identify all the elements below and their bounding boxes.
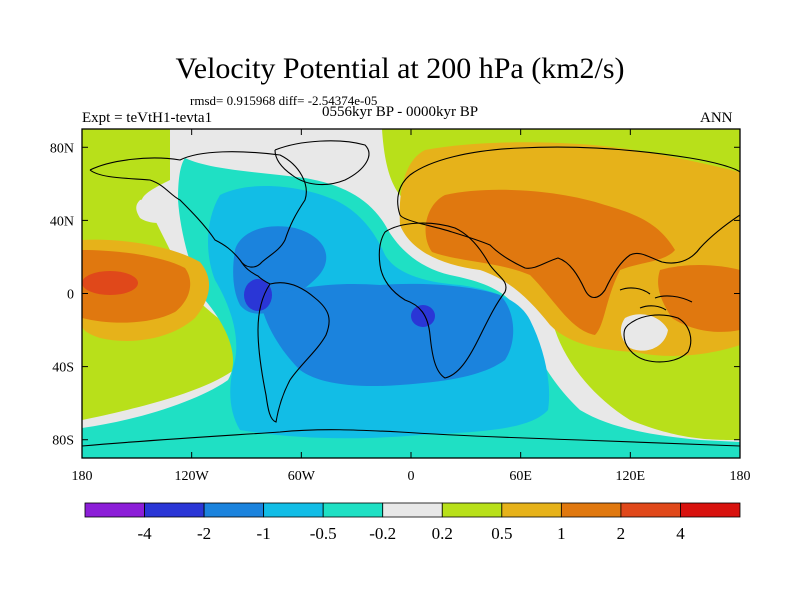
colorbar-swatch: [501, 502, 562, 518]
x-tick-label: 120E: [616, 469, 646, 484]
y-axis: 80N 40N 0 40S 80S: [50, 141, 740, 449]
period-label: 0556kyr BP - 0000kyr BP: [322, 104, 479, 120]
colorbar-swatch: [560, 502, 622, 518]
coast-eurasia: [397, 146, 740, 299]
x-axis: 180 120W 60W 0 60E 120E 180: [72, 129, 751, 484]
colorbar: -4 -2 -1 -0.5 -0.2 0.2 0.5 1 2 4: [84, 502, 741, 543]
colorbar-swatch: [680, 502, 741, 518]
coastlines: [82, 140, 740, 447]
field-level-neg-2-amazon: [244, 279, 272, 311]
stats-text: rmsd= 0.915968 diff= -2.54374e-05: [190, 93, 378, 108]
coast-north-america: [89, 151, 307, 268]
x-tick-label: 60W: [288, 469, 316, 484]
experiment-label: Expt = teVtH1-tevta1: [82, 110, 213, 126]
y-tick-label: 80S: [52, 434, 74, 449]
colorbar-label: 2: [617, 524, 626, 543]
x-tick-label: 60E: [509, 469, 532, 484]
colorbar-label: -2: [197, 524, 211, 543]
field-level-neg-2-guinea: [411, 305, 435, 327]
colorbar-swatch: [144, 502, 205, 518]
field-near-zero-australia: [620, 314, 668, 351]
x-tick-label: 180: [730, 469, 751, 484]
x-tick-label: 120W: [175, 469, 210, 484]
field-level-pos-1-eurasia: [425, 189, 675, 335]
colorbar-label: 1: [557, 524, 566, 543]
chart-title: Velocity Potential at 200 hPa (km2/s): [175, 52, 625, 85]
colorbar-label: -4: [137, 524, 152, 543]
colorbar-swatch: [322, 502, 384, 518]
coast-australia: [623, 314, 692, 363]
colorbar-label: 4: [676, 524, 685, 543]
y-tick-label: 0: [67, 288, 74, 303]
colorbar-label: 0.2: [432, 524, 453, 543]
coast-greenland: [274, 140, 370, 186]
field-level-pos-2-pacific: [82, 271, 138, 295]
coast-central-america: [239, 259, 271, 285]
colorbar-label: -1: [257, 524, 271, 543]
colorbar-swatch: [620, 502, 681, 518]
season-label: ANN: [700, 110, 733, 126]
field-level-neg-1-atlantic: [260, 283, 514, 387]
x-tick-label: 0: [408, 469, 415, 484]
coast-south-america: [257, 282, 330, 423]
field-level-pos-1-wpacific: [658, 265, 740, 332]
colorbar-swatch: [84, 502, 145, 518]
coast-africa: [378, 222, 507, 379]
colorbar-swatch: [382, 502, 443, 518]
y-tick-label: 40S: [52, 361, 74, 376]
y-tick-label: 80N: [50, 141, 74, 156]
contour-field: [82, 129, 740, 458]
colorbar-label: 0.5: [491, 524, 512, 543]
colorbar-label: -0.5: [310, 524, 337, 543]
coast-antarctica: [82, 429, 740, 447]
coast-maritime-continent: [619, 287, 693, 311]
colorbar-swatch: [263, 502, 324, 518]
colorbar-swatch: [441, 502, 503, 518]
y-tick-label: 40N: [50, 214, 74, 229]
field-near-zero-west: [136, 198, 180, 223]
colorbar-label: -0.2: [369, 524, 396, 543]
x-tick-label: 180: [72, 469, 93, 484]
colorbar-swatch: [203, 502, 265, 518]
